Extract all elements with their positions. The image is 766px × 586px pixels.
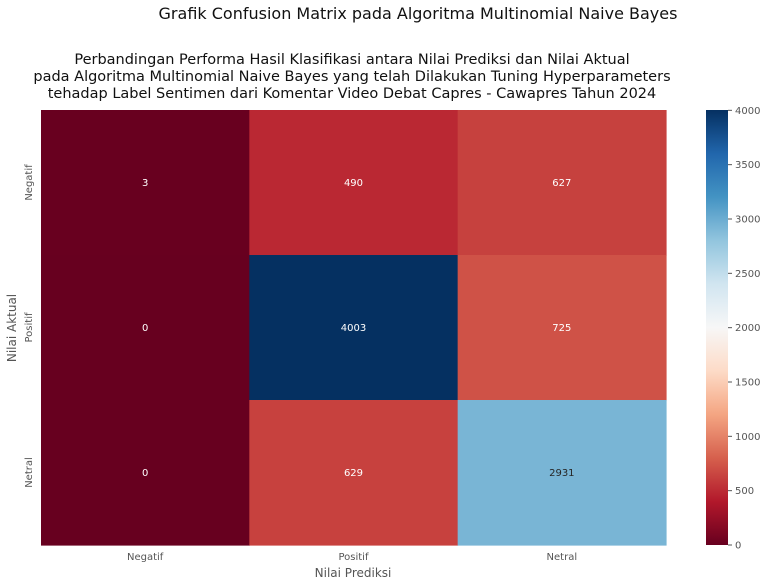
chart-title-line-1: Perbandingan Performa Hasil Klasifikasi … [74,52,629,68]
chart-suptitle: Grafik Confusion Matrix pada Algoritma M… [159,4,678,23]
cell-label-r1-c2: 725 [552,323,571,334]
x-tick-netral: Netral [547,552,578,563]
y-tick-positif: Positif [24,312,35,342]
x-tick-labels: Negatif Positif Netral [127,552,577,563]
cell-r1-c0 [41,255,250,401]
colorbar-tick-3500: 3500 [735,160,760,171]
cell-label-r0-c2: 627 [552,178,571,189]
cell-r2-c1 [249,400,459,546]
x-tick-positif: Positif [338,552,368,563]
cell-label-r1-c0: 0 [142,323,148,334]
colorbar [706,110,728,545]
colorbar-tick-500: 500 [735,486,754,497]
x-tick-negatif: Negatif [127,552,164,563]
x-axis-label: Nilai Prediksi [315,566,392,580]
cell-label-r0-c0: 3 [142,178,148,189]
colorbar-tick-1000: 1000 [735,432,760,443]
cell-r1-c2 [457,255,667,401]
colorbar-tick-0: 0 [735,541,741,552]
heatmap-cells: 3 490 627 0 4003 725 0 629 2931 [41,110,667,546]
colorbar-ticks: 0 500 1000 1500 2000 2500 3000 3500 4000 [728,106,760,552]
colorbar-tick-2000: 2000 [735,323,760,334]
cell-label-r2-c1: 629 [344,468,363,479]
cell-label-r2-c0: 0 [142,468,148,479]
y-tick-netral: Netral [24,457,35,488]
cell-r2-c0 [41,400,250,546]
cell-label-r0-c1: 490 [344,178,363,189]
cell-label-r2-c2: 2931 [549,468,574,479]
cell-r2-c2 [457,400,667,546]
cell-r0-c1 [249,110,459,256]
colorbar-tick-1500: 1500 [735,377,760,388]
cell-r0-c0 [41,110,250,256]
colorbar-tick-4000: 4000 [735,106,760,117]
cell-r0-c2 [457,110,667,256]
colorbar-tick-3000: 3000 [735,214,760,225]
cell-label-r1-c1: 4003 [341,323,366,334]
cell-r1-c1 [249,255,459,401]
colorbar-tick-2500: 2500 [735,269,760,280]
y-tick-negatif: Negatif [24,164,35,201]
chart-title-line-3: tehadap Label Sentimen dari Komentar Vid… [48,86,657,102]
chart-title-line-2: pada Algoritma Multinomial Naive Bayes y… [33,69,670,85]
y-axis-label: Nilai Aktual [5,294,19,362]
y-tick-labels: Negatif Positif Netral [24,164,35,488]
